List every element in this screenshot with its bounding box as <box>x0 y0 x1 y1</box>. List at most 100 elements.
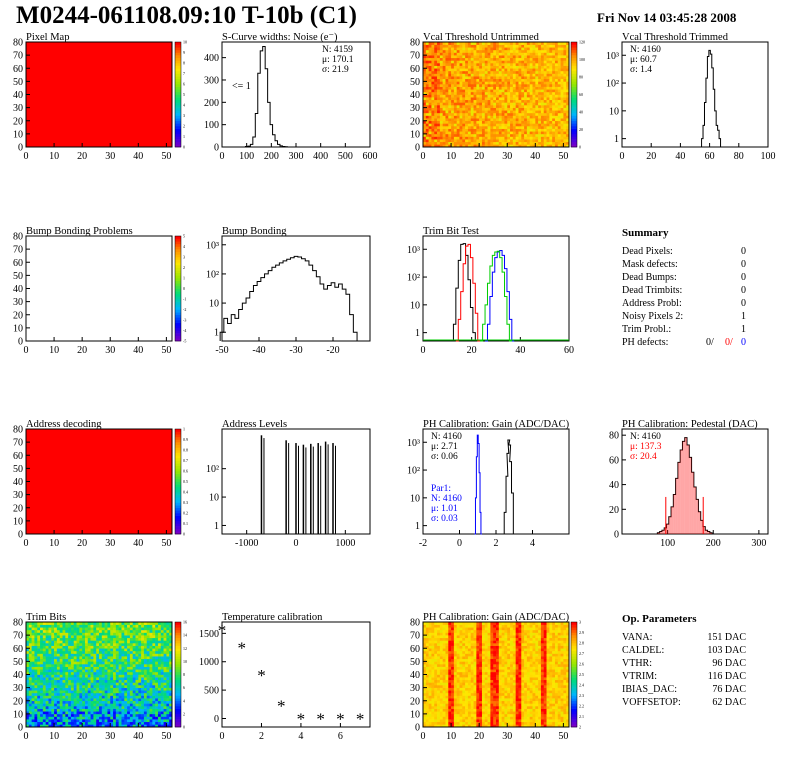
heatmap-cell <box>566 99 570 103</box>
stats-line: N: 4160 <box>431 432 462 442</box>
heatmap-cell <box>65 671 69 675</box>
color-bar-segment <box>175 439 181 443</box>
heatmap-cell <box>512 126 516 129</box>
color-bar-label: 0.9 <box>183 437 188 442</box>
heatmap-cell <box>143 698 148 702</box>
heatmap-cell <box>445 68 449 72</box>
heatmap-cell <box>473 133 477 137</box>
heatmap-cell <box>101 703 105 707</box>
heatmap-cell <box>54 679 58 683</box>
heatmap-cell <box>431 57 435 61</box>
heatmap-cell <box>76 637 80 641</box>
color-bar-label: 4 <box>183 103 185 108</box>
heatmap-cell <box>51 700 55 704</box>
heatmap-cell <box>507 128 511 132</box>
heatmap-cell <box>456 65 460 69</box>
heatmap-cell <box>31 703 35 707</box>
heatmap-cell <box>42 629 46 633</box>
heatmap-cell <box>484 141 488 145</box>
heatmap-cell <box>62 629 66 633</box>
heatmap-cell <box>163 711 167 715</box>
heatmap-cell <box>510 55 514 59</box>
heatmap-cell <box>526 133 530 137</box>
heatmap-cell <box>540 115 545 119</box>
heatmap-cell <box>524 63 528 66</box>
heatmap-cell <box>518 107 522 111</box>
color-bar-segment <box>175 118 181 122</box>
heatmap-cell <box>129 698 133 702</box>
heatmap-cell <box>73 690 77 694</box>
heatmap-cell <box>459 112 463 116</box>
heatmap-cell <box>456 99 460 103</box>
heatmap-cell <box>487 63 491 66</box>
heatmap-cell <box>524 84 528 87</box>
heatmap-cell <box>484 110 488 114</box>
heatmap-cell <box>82 685 86 688</box>
heatmap-cell <box>538 76 542 80</box>
heatmap-cell <box>546 126 550 129</box>
heatmap-cell <box>155 664 159 667</box>
heatmap-cell <box>484 44 488 48</box>
heatmap-cell <box>96 627 100 631</box>
heatmap-cell <box>101 679 105 683</box>
heatmap-cell <box>26 666 30 670</box>
heatmap-cell <box>462 73 466 77</box>
heatmap-cell <box>439 107 443 111</box>
heatmap-cell <box>510 94 514 98</box>
heatmap-cell <box>135 645 139 649</box>
heatmap-cell <box>493 105 497 108</box>
heatmap-cell <box>434 107 438 111</box>
color-bar-segment <box>175 270 181 274</box>
heatmap-cell <box>40 650 44 654</box>
heatmap-cell <box>138 664 142 667</box>
heatmap-cell <box>124 682 128 686</box>
heatmap-cell <box>79 679 83 683</box>
scatter-marker: * <box>336 709 345 728</box>
heatmap-cell <box>28 695 32 699</box>
heatmap-cell <box>124 645 128 649</box>
heatmap-cell <box>439 136 443 140</box>
heatmap-cell <box>451 126 455 129</box>
heatmap-cell <box>439 123 443 127</box>
heatmap-cell <box>115 695 119 699</box>
heatmap-cell <box>448 91 452 95</box>
heatmap-cell <box>160 629 164 633</box>
heatmap-cell <box>490 44 494 48</box>
heatmap-cell <box>34 706 38 709</box>
heatmap-cell <box>155 719 159 723</box>
heatmap-cell <box>504 97 508 101</box>
heatmap-cell <box>54 656 58 660</box>
heatmap-cell <box>129 682 133 686</box>
heatmap-cell <box>34 653 38 657</box>
heatmap-cell <box>490 126 494 129</box>
heatmap-cell <box>26 622 30 625</box>
heatmap-cell <box>115 708 119 712</box>
heatmap-cell <box>518 131 522 135</box>
heatmap-cell <box>510 42 514 45</box>
heatmap-cell <box>493 128 497 132</box>
heatmap-cell <box>73 700 77 704</box>
heatmap-cell <box>462 110 466 114</box>
heatmap-cell <box>132 624 136 628</box>
heatmap-cell <box>169 703 173 707</box>
heatmap-cell <box>498 57 502 61</box>
heatmap-cell <box>34 669 38 673</box>
heatmap-cell <box>554 139 559 143</box>
heatmap-cell <box>104 682 108 686</box>
heatmap-cell <box>510 89 514 93</box>
heatmap-cell <box>493 78 497 82</box>
pedestal-fill <box>707 531 710 534</box>
heatmap-cell <box>107 674 111 678</box>
heatmap-cell <box>56 679 60 683</box>
y-tick-label: 10³ <box>407 245 420 256</box>
heatmap-cell <box>141 706 145 709</box>
x-tick-label: 50 <box>161 151 171 162</box>
heatmap-cell <box>127 719 131 723</box>
heatmap-cell <box>563 70 567 74</box>
heatmap-cell <box>552 126 556 129</box>
heatmap-cell <box>543 120 547 124</box>
heatmap-cell <box>107 653 111 657</box>
heatmap-cell <box>521 126 525 129</box>
heatmap-cell <box>48 724 52 728</box>
heatmap-cell <box>104 679 108 683</box>
